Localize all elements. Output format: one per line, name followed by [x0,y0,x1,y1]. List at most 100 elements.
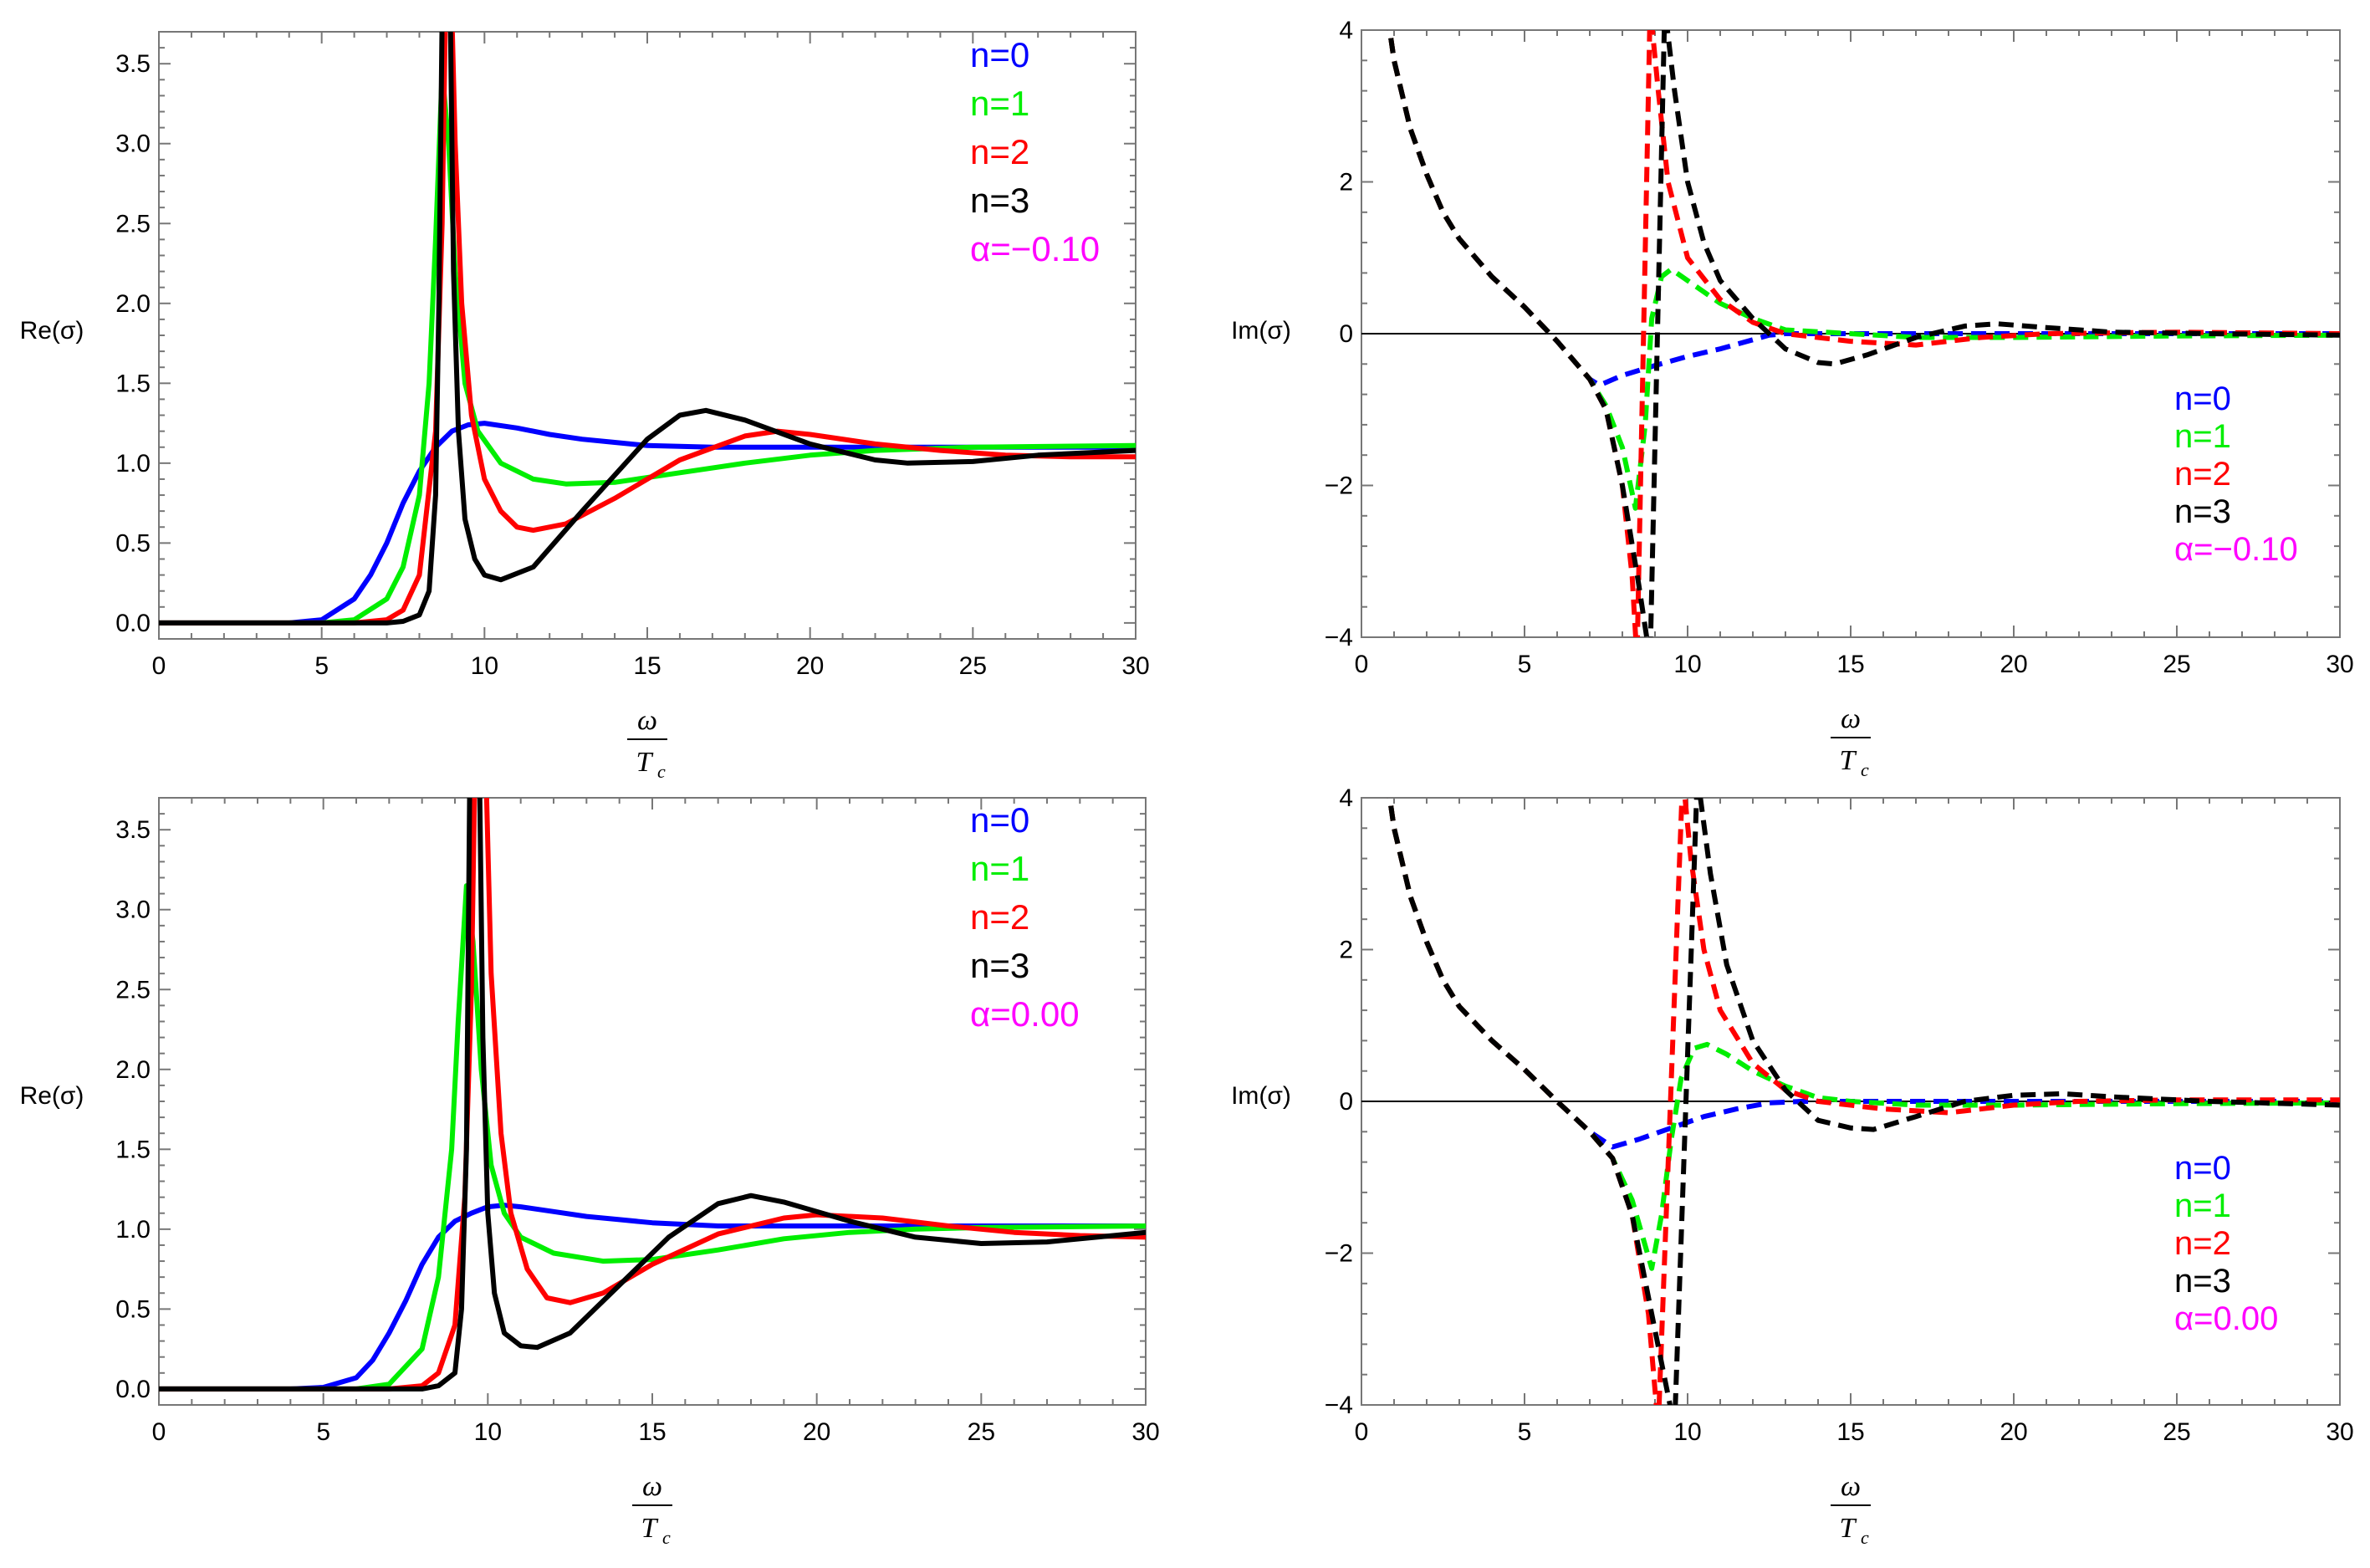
y-tick-label: −4 [1325,1392,1353,1419]
y-tick-label: 2.5 [115,976,151,1004]
x-tick-label: 10 [1673,651,1701,678]
x-tick-label: 0 [1355,651,1369,678]
y-tick-label: 0.5 [115,1295,151,1323]
panel-bottom-right: 0 5 10 15 20 25 30 −4 −2 0 2 4 Im(σ) ωT c n=0n=1n=2n=3α… [1231,784,2354,1548]
x-axis-label-denominator: T [1840,1513,1857,1544]
x-tick-label: 10 [474,1418,502,1446]
series-group [159,798,1146,1392]
series-line-n2 [159,32,1136,626]
x-tick-label: 0 [1355,1418,1369,1446]
y-tick-label: 2.0 [115,1056,151,1084]
legend-entry: n=3 [2174,493,2231,530]
x-tick-label: 10 [471,652,498,680]
legend-entry: n=0 [970,35,1029,74]
panel-bottom-left: 0 5 10 15 20 25 30 0.0 0.5 1.0 1.5 2.0 2.5 3.0 3.5 Re(σ… [20,797,1160,1548]
y-tick-label: 0 [1339,320,1353,348]
x-tick-label: 5 [316,1418,330,1446]
y-axis-label: Re(σ) [20,317,84,345]
y-tick-label: −4 [1325,624,1353,651]
y-tick-label: 0 [1339,1088,1353,1116]
y-tick-label: 0.5 [115,529,151,557]
x-tick-label: 15 [1836,651,1864,678]
x-tick-label: 25 [968,1418,995,1446]
x-tick-label: 20 [2000,651,2027,678]
x-axis-label-denominator: T [641,1513,659,1544]
y-tick-label: 0.0 [115,610,151,637]
x-tick-label: 10 [1673,1418,1701,1446]
y-tick-label: 1.5 [115,1136,151,1163]
x-axis-label-denominator: T [636,747,654,778]
x-tick-label: 30 [2326,1418,2353,1446]
x-tick-label: 0 [152,1418,166,1446]
x-tick-label: 30 [1121,652,1149,680]
x-tick-label: 15 [633,652,661,680]
y-tick-label: 1.0 [115,1216,151,1244]
legend-entry: n=2 [2174,1225,2231,1262]
y-tick-label: 3.0 [115,130,151,158]
legend-entry: n=0 [2174,381,2231,417]
x-axis-label-subscript: c [657,761,666,782]
x-tick-label: 20 [796,652,824,680]
legend-entry: n=2 [2174,456,2231,493]
series-group [1387,798,2340,1405]
series-line-n2 [159,798,1146,1392]
legend-entry: n=0 [2174,1150,2231,1187]
panel-top-left: 0 5 10 15 20 25 30 0.0 0.5 1.0 1.5 2.0 2.5 3.0 3.5 Re(σ… [20,31,1150,782]
legend-entry: n=3 [970,946,1029,985]
series-group [159,32,1136,626]
x-tick-label: 30 [1131,1418,1159,1446]
alpha-label: α=0.00 [2174,1300,2278,1337]
x-axis-label-subscript: c [1861,759,1869,780]
legend-entry: n=1 [2174,1187,2231,1224]
alpha-label: α=−0.10 [2174,531,2298,568]
x-tick-label: 25 [959,652,987,680]
series-line-n3 [159,798,1146,1392]
plot-frame [158,797,1147,1406]
y-tick-label: 2 [1339,169,1353,197]
panel-top-right: 0 5 10 15 20 25 30 −4 −2 0 2 4 Im(σ) ωT c n=0n=1n=2n=3α… [1231,17,2354,780]
legend-entry: n=0 [970,800,1029,840]
legend-entry: n=1 [970,849,1029,888]
alpha-label: α=0.00 [970,994,1080,1034]
series-line-n0 [1387,30,2340,388]
x-tick-label: 25 [2163,1418,2190,1446]
x-tick-label: 5 [314,652,329,680]
series-line-n1 [159,69,1136,626]
y-tick-label: −2 [1325,1240,1353,1268]
series-line-n1 [159,883,1146,1392]
y-tick-label: 2 [1339,937,1353,964]
y-tick-label: 0.0 [115,1376,151,1403]
x-tick-label: 0 [152,652,166,680]
series-line-n0 [1387,798,2340,1150]
x-tick-label: 5 [1518,1418,1532,1446]
y-tick-label: 3.5 [115,816,151,844]
x-axis-label-denominator: T [1840,745,1857,776]
legend-entry: n=3 [2174,1263,2231,1300]
x-tick-label: 15 [1836,1418,1864,1446]
series-line-n3 [1387,30,2340,637]
y-tick-label: 3.0 [115,896,151,924]
x-tick-label: 25 [2163,651,2190,678]
x-axis-label-numerator: ω [637,705,657,736]
series-line-n3 [159,32,1136,626]
y-tick-label: 4 [1339,784,1353,812]
x-axis-label-subscript: c [662,1527,671,1548]
y-tick-label: 2.0 [115,290,151,318]
x-tick-label: 20 [803,1418,830,1446]
legend-entry: n=1 [970,84,1029,123]
x-axis-label-numerator: ω [1841,1471,1861,1502]
legend-entry: n=2 [970,132,1029,171]
x-axis-label-numerator: ω [1841,703,1861,734]
y-tick-label: 4 [1339,17,1353,44]
x-tick-label: 30 [2326,651,2353,678]
y-tick-label: −2 [1325,472,1353,500]
alpha-label: α=−0.10 [970,229,1100,268]
y-tick-label: 3.5 [115,50,151,78]
x-axis-label-subscript: c [1861,1527,1869,1548]
y-tick-label: 2.5 [115,210,151,237]
x-axis-label-numerator: ω [642,1471,662,1502]
series-line-n3 [1387,798,2340,1405]
y-tick-label: 1.0 [115,450,151,478]
y-axis-label: Im(σ) [1231,1082,1291,1110]
